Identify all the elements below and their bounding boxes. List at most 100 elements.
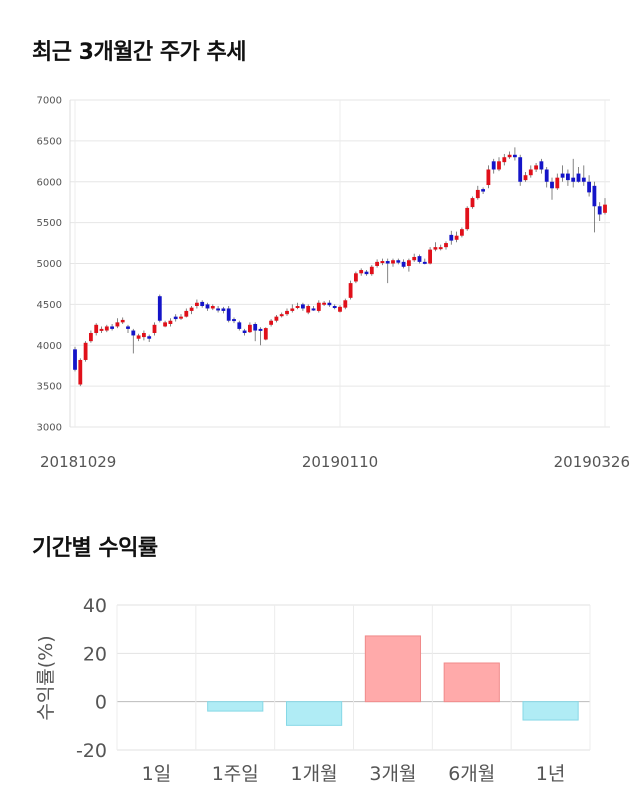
y-tick-label: 5500 bbox=[37, 218, 62, 229]
x-tick-label: 1년 bbox=[536, 763, 566, 785]
candle bbox=[253, 323, 258, 331]
price-trend-chart: 3000 3500 4000 4500 5000 5500 6000 6500 7000 2018… bbox=[37, 96, 630, 472]
candle bbox=[555, 177, 560, 189]
candle bbox=[348, 283, 353, 298]
candle bbox=[221, 308, 226, 311]
candle bbox=[459, 229, 464, 236]
candle bbox=[449, 234, 454, 241]
candle bbox=[359, 270, 364, 274]
candle bbox=[518, 157, 523, 182]
candle bbox=[603, 204, 607, 213]
candle bbox=[94, 324, 99, 333]
candle bbox=[88, 332, 93, 342]
candle bbox=[152, 324, 157, 333]
candle bbox=[428, 249, 433, 264]
bar bbox=[522, 701, 579, 721]
candle bbox=[592, 185, 597, 207]
candle bbox=[274, 316, 279, 321]
candle bbox=[290, 308, 295, 311]
candle bbox=[163, 322, 168, 327]
y-tick-label: 20 bbox=[83, 643, 107, 665]
candle bbox=[210, 306, 215, 309]
candle bbox=[369, 266, 374, 275]
candle bbox=[269, 320, 274, 325]
candle bbox=[385, 261, 390, 264]
candle bbox=[338, 306, 342, 312]
candle bbox=[502, 157, 507, 163]
candle bbox=[465, 207, 470, 230]
y-tick-label: 4500 bbox=[37, 300, 62, 311]
section-title-returns: 기간별 수익률 bbox=[32, 536, 158, 561]
candle bbox=[343, 300, 348, 308]
candle bbox=[300, 304, 305, 309]
candle bbox=[380, 261, 385, 264]
candle bbox=[528, 169, 533, 176]
candle bbox=[99, 328, 104, 331]
x-tick-label: 1주일 bbox=[212, 763, 259, 785]
candle bbox=[141, 332, 146, 338]
candle bbox=[184, 310, 189, 317]
section-title-price-trend: 최근 3개월간 주가 추세 bbox=[32, 40, 246, 65]
y-tick-label: 3000 bbox=[37, 423, 62, 434]
candle bbox=[247, 324, 252, 333]
candle bbox=[523, 175, 528, 181]
candle bbox=[306, 306, 311, 313]
candle bbox=[120, 319, 125, 323]
candle bbox=[237, 322, 242, 329]
candle bbox=[560, 173, 565, 178]
x-tick-label: 3개월 bbox=[369, 763, 416, 785]
x-tick-label: 1일 bbox=[142, 763, 172, 785]
candle bbox=[391, 260, 395, 264]
candle bbox=[497, 161, 501, 170]
candle bbox=[406, 260, 411, 266]
candle bbox=[232, 319, 236, 322]
y-tick-label: 0 bbox=[95, 692, 107, 714]
candle bbox=[295, 306, 300, 309]
candle bbox=[475, 189, 480, 199]
candle bbox=[534, 165, 539, 170]
candle bbox=[539, 161, 544, 170]
candle bbox=[422, 261, 427, 264]
candle bbox=[73, 349, 77, 370]
candle bbox=[417, 256, 422, 262]
candle bbox=[576, 173, 581, 182]
bar bbox=[443, 662, 500, 703]
x-tick-label: 6개월 bbox=[448, 763, 495, 785]
candle bbox=[433, 247, 438, 250]
candle bbox=[565, 173, 570, 181]
candle bbox=[544, 169, 549, 182]
period-return-chart: 40 20 0 -20 수익률(%) 1일 1주일 1개월 3개월 6개월 1년 bbox=[35, 595, 591, 785]
candle bbox=[438, 247, 443, 250]
y-tick-label: 6500 bbox=[37, 136, 62, 147]
candle bbox=[322, 302, 327, 305]
candle bbox=[147, 336, 152, 339]
y-tick-label: 3500 bbox=[37, 382, 62, 393]
candle bbox=[189, 307, 194, 311]
candle bbox=[173, 316, 178, 320]
candle bbox=[454, 235, 459, 240]
bar bbox=[207, 701, 264, 712]
candle bbox=[550, 181, 554, 189]
y-tick-label: 4000 bbox=[37, 341, 62, 352]
candle bbox=[412, 256, 417, 261]
candle bbox=[179, 316, 183, 319]
candle bbox=[444, 243, 448, 248]
candle bbox=[327, 302, 332, 306]
candle bbox=[316, 302, 321, 311]
candle bbox=[242, 330, 247, 333]
y-tick-label: 5000 bbox=[37, 259, 62, 270]
candle bbox=[205, 304, 210, 309]
candle bbox=[115, 322, 120, 327]
y-tick-label: 6000 bbox=[37, 177, 62, 188]
candle bbox=[285, 310, 289, 315]
bar bbox=[285, 701, 343, 726]
candle bbox=[126, 326, 130, 329]
candle bbox=[311, 308, 316, 311]
candle bbox=[364, 271, 369, 275]
candle bbox=[83, 342, 88, 360]
candle bbox=[131, 330, 136, 336]
candle bbox=[571, 177, 576, 182]
y-tick-label: 40 bbox=[83, 595, 107, 617]
candle bbox=[200, 301, 205, 307]
candle bbox=[581, 177, 586, 182]
